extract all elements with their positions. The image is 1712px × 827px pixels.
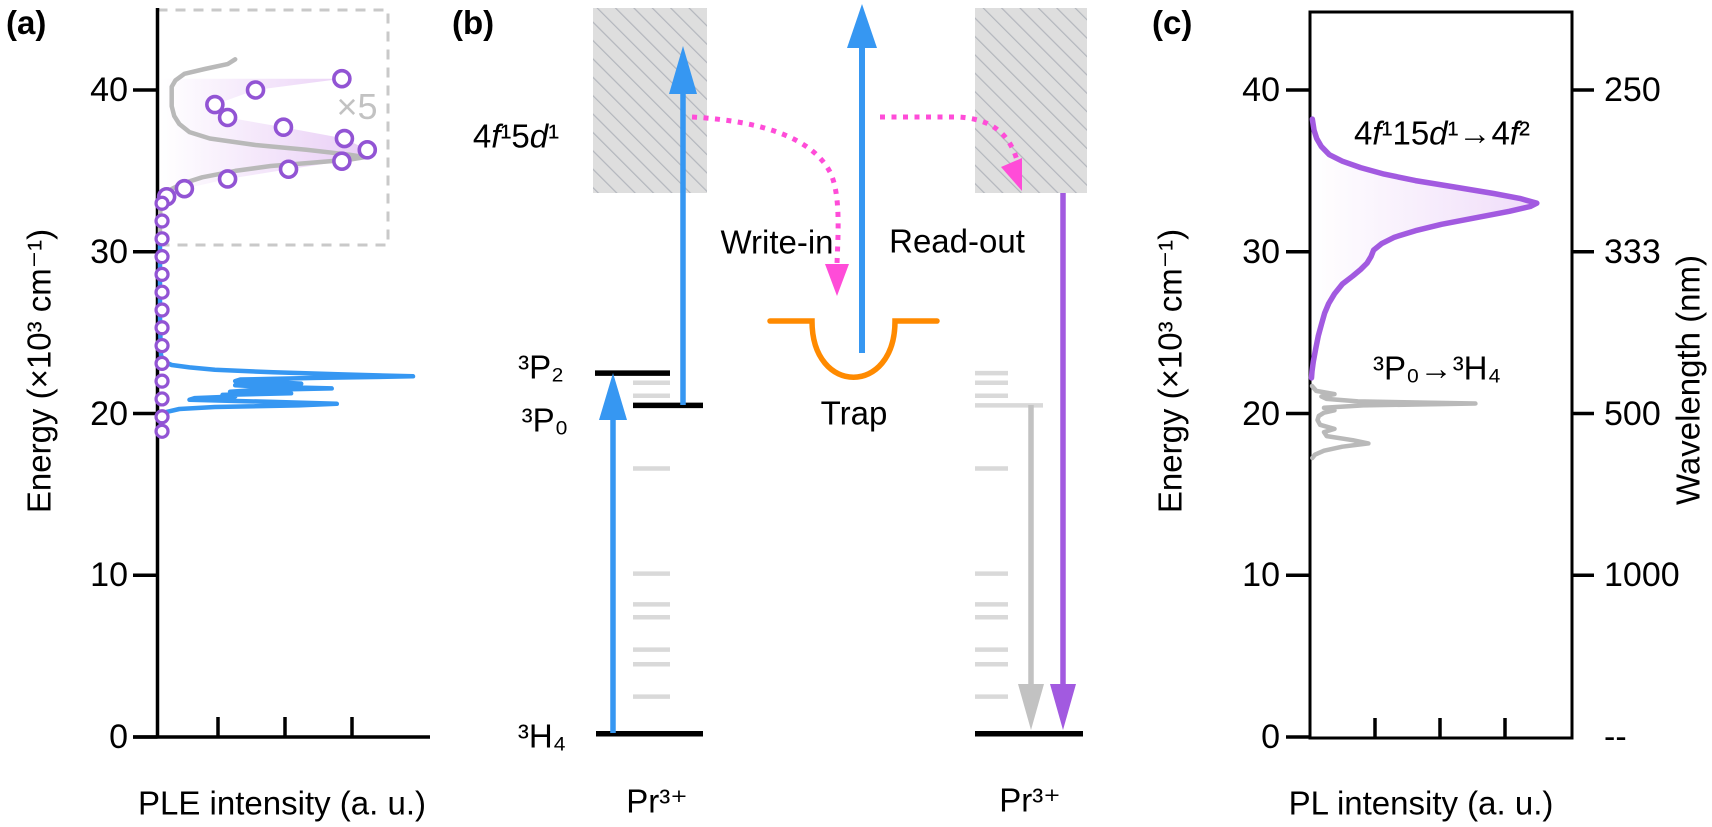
band-4f5d-box-left (593, 8, 707, 193)
trap-well (767, 318, 940, 380)
ple-circle-marker-axis (154, 373, 170, 389)
ple-circle-marker-axis (154, 337, 170, 354)
panel-a-y-tick-label: 40 (90, 71, 128, 109)
ple-circle-marker-axis (154, 249, 170, 265)
ple-4f-curve-blue (157, 241, 416, 439)
panel-c-wavelength-tick-label: 500 (1604, 394, 1661, 433)
ple-circle-marker (357, 140, 378, 160)
ple-circle-marker-axis (154, 266, 170, 282)
level-label-3p2: ³P₂ (518, 348, 564, 386)
ple-circle-marker (205, 94, 225, 115)
ion-label-left: Pr³⁺ (626, 782, 688, 820)
ple-circle-marker-axis (154, 320, 170, 336)
emission-gray-arrow-head (1018, 684, 1044, 730)
panel-c-y-tick-label: 20 (1242, 394, 1280, 433)
ple-circle-marker (332, 151, 352, 171)
panel-a-y-tick-label: 30 (90, 232, 128, 271)
ple-circle-marker-axis (154, 231, 170, 247)
panel-c-wavelength-tick-label: 250 (1604, 71, 1661, 109)
panel-b-label: (b) (452, 4, 495, 41)
magnification-label: ×5 (336, 86, 378, 128)
panel-c-x-axis-title: PL intensity (a. u.) (1288, 784, 1554, 822)
read-out-dotted-arrow-head (1001, 158, 1022, 191)
annotation-3p0-to-3h4: ³P₀→³H₄ (1373, 349, 1501, 387)
ple-circle-marker (245, 80, 266, 100)
ple-circle-marker (217, 107, 238, 128)
panel-c-y-axis-title: Energy (×10³ cm⁻¹) (1151, 228, 1189, 514)
level-label-3p0: ³P₀ (521, 401, 569, 439)
ple-circle-marker-axis (154, 423, 170, 439)
ple-circle-marker-axis (154, 195, 170, 211)
annotation-5d-to-4f: 4f¹15d¹→4f² (1353, 114, 1531, 152)
ple-circle-marker-axis (154, 391, 170, 407)
ple-circle-marker (273, 117, 294, 138)
gsa-blue-arrow-head (599, 373, 627, 420)
read-out-dotted-arrow (880, 114, 1020, 161)
pl-purple-fill (1311, 119, 1537, 378)
esa-blue-arrow-head (669, 46, 697, 94)
emission-purple-arrow-head (1050, 684, 1076, 730)
ple-circle-marker-axis (154, 302, 170, 318)
panel-c-wavelength-tick-label: 1000 (1604, 556, 1680, 595)
panel-a-y-tick-label: 10 (90, 556, 128, 595)
panel-a-x-axis-title: PLE intensity (a. u.) (138, 784, 426, 822)
band-4f5d-label: 4f¹5d¹ (472, 117, 560, 155)
ple-circle-marker (332, 68, 352, 89)
panel-a-y-tick-label: 20 (90, 394, 128, 433)
ple-circle-marker-axis (154, 355, 170, 371)
wavelength-infinity-mark: -- (1604, 718, 1627, 756)
panel-c-y-tick-label: 30 (1242, 232, 1280, 271)
level-label-3h4: ³H₄ (517, 717, 567, 755)
write-in-dotted-arrow-head (825, 264, 849, 296)
read-out-label: Read-out (889, 222, 1025, 260)
panel-c-y-tick-label: 0 (1261, 718, 1280, 756)
ion-label-right: Pr³⁺ (999, 781, 1061, 819)
panel-a-label: (a) (6, 4, 47, 41)
readout-excitation-blue-arrow-head (847, 4, 877, 48)
ple-circle-marker (217, 169, 238, 189)
ple-circle-marker-axis (154, 213, 170, 229)
panel-c-wavelength-tick-label: 333 (1604, 232, 1661, 271)
trap-label: Trap (820, 394, 888, 432)
ple-circle-marker (334, 128, 355, 149)
ple-circle-marker (174, 178, 195, 199)
band-4f5d-box-right (975, 8, 1087, 193)
panel-a-y-tick-label: 0 (109, 718, 128, 756)
ple-circle-marker (278, 159, 299, 180)
write-in-dotted-arrow (691, 114, 841, 265)
pl-3p0-curve-gray (1309, 383, 1478, 461)
panel-a-y-axis-title: Energy (×10³ cm⁻¹) (20, 228, 58, 514)
write-in-label: Write-in (720, 223, 834, 261)
wavelength-axis-title: Wavelength (nm) (1669, 254, 1707, 506)
panel-c-label: (c) (1152, 4, 1193, 41)
ple-circle-marker-axis (154, 284, 170, 300)
pl-5d-curve-purple (1308, 116, 1540, 381)
panel-c-y-tick-label: 40 (1242, 71, 1280, 109)
ple-circle-marker-axis (154, 409, 170, 425)
panel-c-y-tick-label: 10 (1242, 556, 1280, 595)
